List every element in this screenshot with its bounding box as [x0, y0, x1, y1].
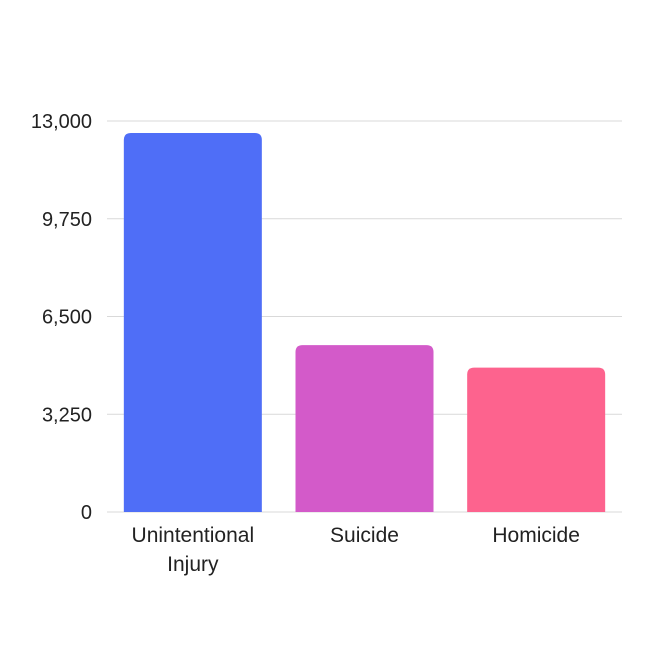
bars: [123, 133, 606, 512]
y-tick-label: 9,750: [42, 209, 92, 231]
y-tick-label: 0: [81, 502, 92, 524]
x-category-label: Unintentional: [132, 524, 255, 547]
x-category-label: Injury: [167, 553, 219, 576]
x-axis-category-labels: Unintentional Injury Suicide Homicide: [132, 524, 580, 576]
y-axis-tick-labels: 0 3,250 6,500 9,750 13,000: [31, 111, 92, 524]
bar-homicide: [467, 367, 606, 512]
y-tick-label: 6,500: [42, 307, 92, 329]
y-tick-label: 3,250: [42, 404, 92, 426]
x-category-label: Homicide: [492, 524, 580, 547]
bar-unintentional-injury: [123, 133, 262, 512]
x-category-label: Suicide: [330, 524, 399, 547]
bar-suicide: [295, 345, 434, 512]
y-tick-label: 13,000: [31, 111, 92, 133]
